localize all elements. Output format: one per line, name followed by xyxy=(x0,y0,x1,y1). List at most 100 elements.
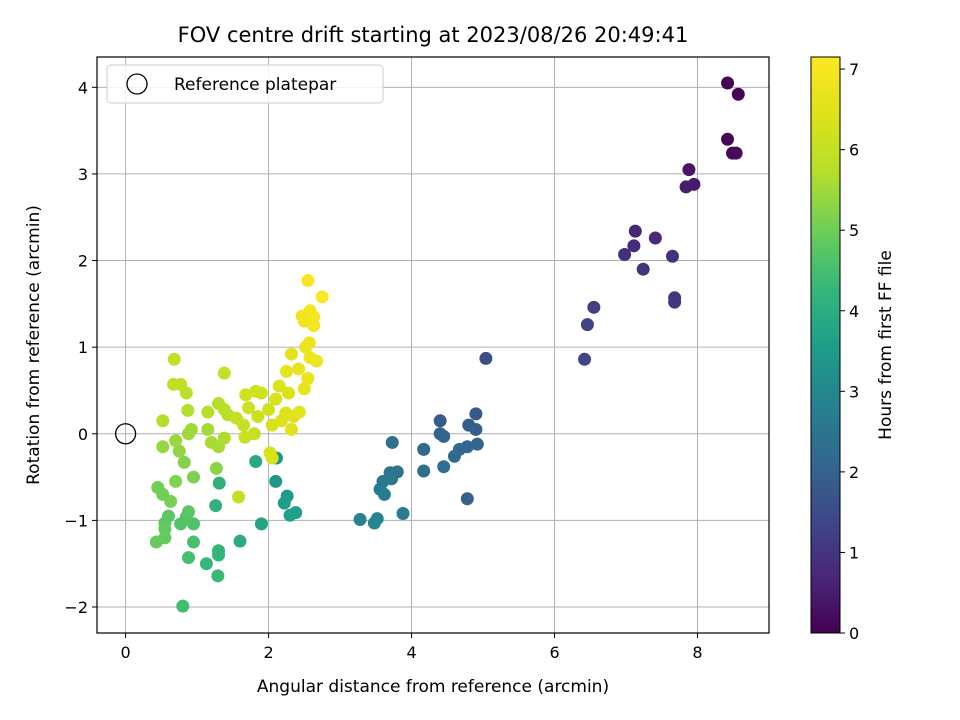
y-tick-label: 1 xyxy=(78,338,88,357)
colorbar-tick-label: 1 xyxy=(849,543,859,562)
data-point xyxy=(315,290,329,304)
data-point xyxy=(209,461,223,475)
data-point xyxy=(385,435,399,449)
data-point xyxy=(627,239,641,253)
legend-entry-reference-platepar: Reference platepar xyxy=(174,75,336,95)
data-point xyxy=(284,347,298,361)
y-tick-label: 0 xyxy=(78,425,88,444)
data-point xyxy=(242,401,256,415)
colorbar-ticks: 0 1 2 3 4 5 6 7 xyxy=(840,60,859,643)
data-point xyxy=(580,318,594,332)
x-tick-label: 8 xyxy=(692,643,702,662)
data-point xyxy=(731,87,745,101)
y-tick-label: 2 xyxy=(78,252,88,271)
data-point xyxy=(272,379,286,393)
data-point xyxy=(469,422,483,436)
data-point xyxy=(151,480,165,494)
legend-box xyxy=(106,64,384,104)
data-point xyxy=(668,295,682,309)
data-point xyxy=(297,382,311,396)
data-point xyxy=(233,534,247,548)
data-point xyxy=(283,508,297,522)
data-point xyxy=(470,437,484,451)
colorbar: 0 1 2 3 4 5 6 7 Hours from first FF file xyxy=(810,56,896,643)
data-point xyxy=(262,403,276,417)
colorbar-tick-label: 6 xyxy=(849,141,859,160)
x-tick-label: 4 xyxy=(406,643,416,662)
data-point xyxy=(301,273,315,287)
data-point xyxy=(174,377,188,391)
data-point xyxy=(187,470,201,484)
data-point xyxy=(254,517,268,531)
data-point xyxy=(156,414,170,428)
data-point xyxy=(249,384,263,398)
data-point xyxy=(301,371,315,385)
data-point xyxy=(367,516,381,530)
data-point xyxy=(181,403,195,417)
data-point xyxy=(169,474,183,488)
y-tick-label: 3 xyxy=(78,165,88,184)
data-point xyxy=(209,499,223,513)
data-point xyxy=(172,444,186,458)
data-point xyxy=(251,409,265,423)
data-point xyxy=(212,548,226,562)
data-point xyxy=(417,442,431,456)
y-axis-label: Rotation from reference (arcmin) xyxy=(24,205,44,485)
data-point xyxy=(156,440,170,454)
data-point xyxy=(679,180,693,194)
data-point xyxy=(307,319,321,333)
plot-frame xyxy=(96,56,770,634)
reference-marker xyxy=(114,423,137,445)
data-point xyxy=(212,476,226,490)
data-point xyxy=(417,464,431,478)
axis-ticks: 0 2 4 6 8 −2 −1 0 1 2 3 4 xyxy=(64,78,702,662)
y-tick-label: −1 xyxy=(64,511,88,530)
data-point xyxy=(184,422,198,436)
data-point xyxy=(292,405,306,419)
data-point xyxy=(177,455,191,469)
data-point xyxy=(469,407,483,421)
data-point xyxy=(167,352,181,366)
data-point xyxy=(479,351,493,365)
data-point xyxy=(729,146,743,160)
data-point xyxy=(721,132,735,146)
data-point xyxy=(292,362,306,376)
x-tick-label: 2 xyxy=(263,643,273,662)
data-point xyxy=(279,364,293,378)
y-tick-label: 4 xyxy=(78,78,88,97)
data-point xyxy=(460,492,474,506)
data-point xyxy=(232,490,246,504)
colorbar-tick-label: 0 xyxy=(849,624,859,643)
colorbar-label: Hours from first FF file xyxy=(876,250,896,440)
x-tick-label: 6 xyxy=(549,643,559,662)
data-point xyxy=(217,431,231,445)
data-point xyxy=(249,454,263,468)
data-point xyxy=(309,354,323,368)
data-point xyxy=(217,366,231,380)
legend: Reference platepar xyxy=(106,64,384,104)
colorbar-tick-label: 4 xyxy=(849,302,859,321)
data-point xyxy=(648,231,662,245)
colorbar-tick-label: 7 xyxy=(849,60,859,79)
legend-marker xyxy=(126,73,148,95)
data-point xyxy=(353,513,367,527)
y-tick-label: −2 xyxy=(64,598,88,617)
data-point xyxy=(433,414,447,428)
data-point xyxy=(169,434,183,448)
reference-point-marker xyxy=(114,423,137,445)
x-tick-label: 0 xyxy=(121,643,131,662)
data-point xyxy=(377,487,391,501)
data-point xyxy=(176,599,190,613)
data-point xyxy=(665,249,679,263)
colorbar-tick-label: 2 xyxy=(849,463,859,482)
data-point xyxy=(277,496,291,510)
data-point xyxy=(578,352,592,366)
data-point xyxy=(447,449,461,463)
data-point xyxy=(182,505,196,519)
data-point xyxy=(269,474,283,488)
data-point xyxy=(282,386,296,400)
chart-title: FOV centre drift starting at 2023/08/26 … xyxy=(178,23,689,47)
data-point xyxy=(199,557,213,571)
data-point xyxy=(164,494,178,508)
